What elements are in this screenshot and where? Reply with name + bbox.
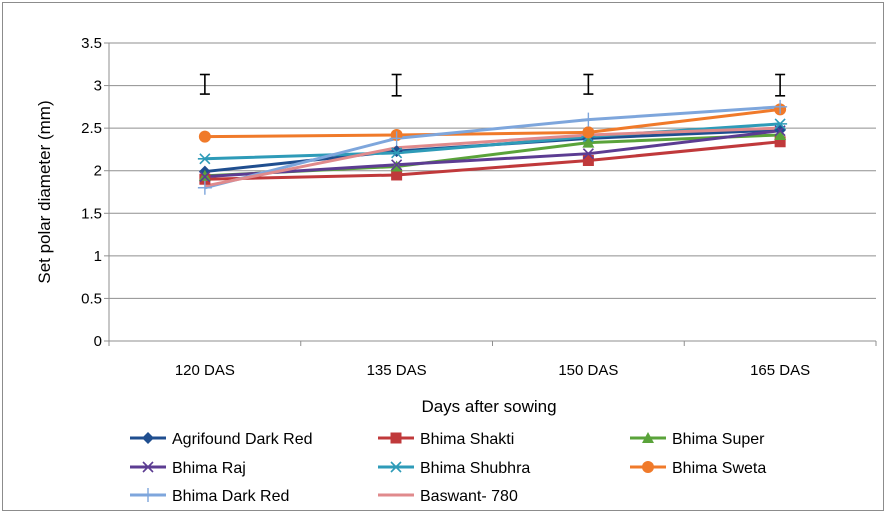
y-axis-title: Set polar diameter (mm) [35,100,54,283]
legend-marker [642,432,654,443]
series-line [204,126,781,188]
y-tick-label: 0.5 [81,290,102,307]
y-tick-label: 0 [94,333,102,350]
legend: Agrifound Dark Red Bhima Shakti Bhima Supe… [130,431,766,505]
error-bar [391,73,402,97]
error-bar [199,73,210,95]
data-point [198,169,211,181]
legend-label: Bhima Dark Red [172,488,289,505]
legend-marker [142,461,154,473]
legend-item: Baswant- 780 [378,488,518,505]
legend-label: Bhima Shakti [420,431,514,448]
data-point [773,118,788,130]
legend-label: Bhima Shubhra [420,460,530,477]
data-point [774,136,786,148]
x-tick-labels: 120 DAS 135 DAS 150 DAS 165 DAS [175,362,810,379]
data-point [198,130,211,143]
data-point [199,171,211,183]
x-tick-label: 120 DAS [175,362,235,379]
legend-label: Bhima Sweta [672,460,766,477]
data-point [390,145,403,158]
legend-marker [142,432,154,444]
legend-item: Agrifound Dark Red [130,431,313,448]
y-tick-label: 2 [94,163,102,180]
y-tick-label: 3.5 [81,35,102,52]
y-tick-label: 3 [94,78,102,95]
series-lines [204,105,781,190]
y-tick-label: 1 [94,248,102,265]
y-tick-label: 1.5 [81,205,102,222]
x-tick-label: 150 DAS [558,362,618,379]
legend-marker [642,461,654,473]
legend-item: Bhima Shakti [378,431,514,448]
data-point [582,126,595,139]
series-line [204,129,781,179]
error-bars [199,73,786,97]
data-point [197,153,212,165]
legend-marker [389,461,403,473]
x-axis-title: Days after sowing [421,397,556,416]
data-point [582,154,594,166]
data-point [773,99,788,114]
error-bar [775,73,786,97]
y-tick-label: 2.5 [81,120,102,137]
legend-label: Bhima Super [672,431,765,448]
legend-label: Baswant- 780 [420,488,518,505]
data-point [391,159,403,171]
legend-marker [390,432,402,444]
legend-item: Bhima Shubhra [378,460,530,477]
series-line [204,105,781,190]
legend-item: Bhima Super [630,431,765,448]
data-point [774,128,787,140]
data-point [197,180,212,195]
legend-marker [141,488,155,502]
legend-label: Bhima Raj [172,460,246,477]
error-bar [583,73,594,95]
legend-item: Bhima Sweta [630,460,766,477]
legend-item: Bhima Dark Red [130,488,289,505]
x-tick-label: 135 DAS [367,362,427,379]
data-point [581,112,596,127]
data-point [582,136,595,148]
axes [104,42,877,346]
series-line [204,140,781,181]
series-line [204,107,781,139]
y-tick-labels: 0 0.5 1 1.5 2 2.5 3 3.5 [81,35,102,350]
data-point [389,131,404,146]
legend-item: Bhima Raj [130,460,246,477]
x-tick-label: 165 DAS [750,362,810,379]
data-point [391,169,403,181]
legend-label: Agrifound Dark Red [172,431,313,448]
data-point [582,148,594,160]
data-point [389,147,404,159]
series-markers [197,99,788,195]
